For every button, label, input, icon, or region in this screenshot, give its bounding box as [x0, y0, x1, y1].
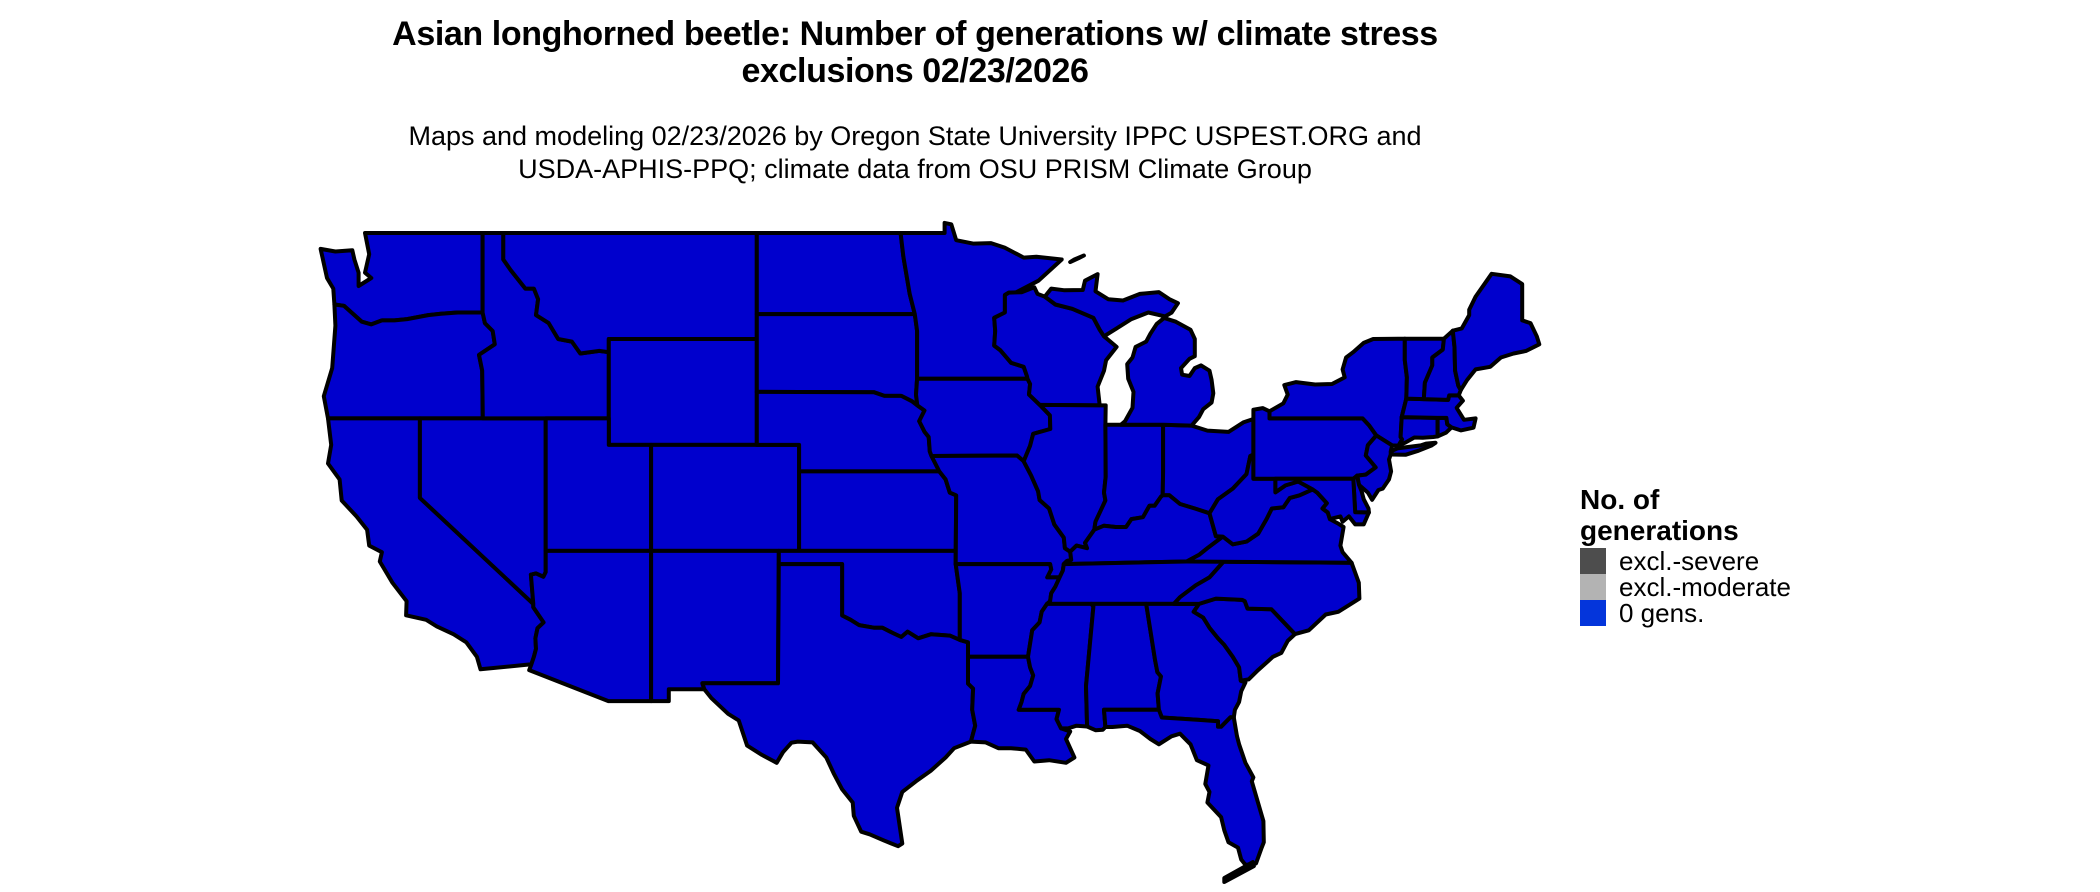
state-ny — [1267, 336, 1438, 457]
state-mi — [1042, 253, 1216, 428]
state-co — [649, 442, 802, 553]
figure-title: Asian longhorned beetle: Number of gener… — [310, 16, 1520, 90]
legend-item: excl.-severe — [1580, 545, 1791, 576]
legend-swatch-excl-severe — [1580, 548, 1606, 574]
legend-swatch-excl-moderate — [1580, 574, 1606, 600]
figure-subtitle: Maps and modeling 02/23/2026 by Oregon S… — [310, 120, 1520, 186]
legend-label: 0 gens. — [1619, 597, 1705, 628]
legend-label: excl.-severe — [1619, 545, 1760, 576]
state-az — [527, 548, 654, 704]
legend: No. of generations excl.-severe excl.-mo… — [1580, 484, 1791, 628]
state-nj — [1355, 433, 1395, 502]
state-nd — [754, 231, 917, 317]
figure-title-line1: Asian longhorned beetle: Number of gener… — [392, 15, 1438, 53]
figure-title-line2: exclusions 02/23/2026 — [741, 52, 1089, 90]
legend-items: excl.-severe excl.-moderate 0 gens. — [1580, 545, 1791, 628]
state-nc — [1171, 559, 1362, 637]
state-wi — [992, 285, 1119, 408]
state-nm — [649, 548, 781, 704]
legend-item: excl.-moderate — [1580, 571, 1791, 602]
legend-item: 0 gens. — [1580, 597, 1791, 628]
state-fl — [1102, 707, 1266, 884]
legend-title: No. of generations — [1580, 484, 1739, 546]
legend-label: excl.-moderate — [1619, 571, 1791, 602]
state-or — [321, 302, 497, 421]
state-md — [1273, 476, 1371, 527]
legend-swatch-0-gens — [1580, 600, 1606, 626]
state-ks — [797, 469, 959, 553]
state-tx — [700, 562, 978, 849]
state-wy — [606, 337, 759, 447]
figure-subtitle-line2: USDA-APHIS-PPQ; climate data from OSU PR… — [518, 154, 1312, 184]
state-me — [1450, 271, 1542, 393]
figure-subtitle-line1: Maps and modeling 02/23/2026 by Oregon S… — [408, 121, 1422, 151]
